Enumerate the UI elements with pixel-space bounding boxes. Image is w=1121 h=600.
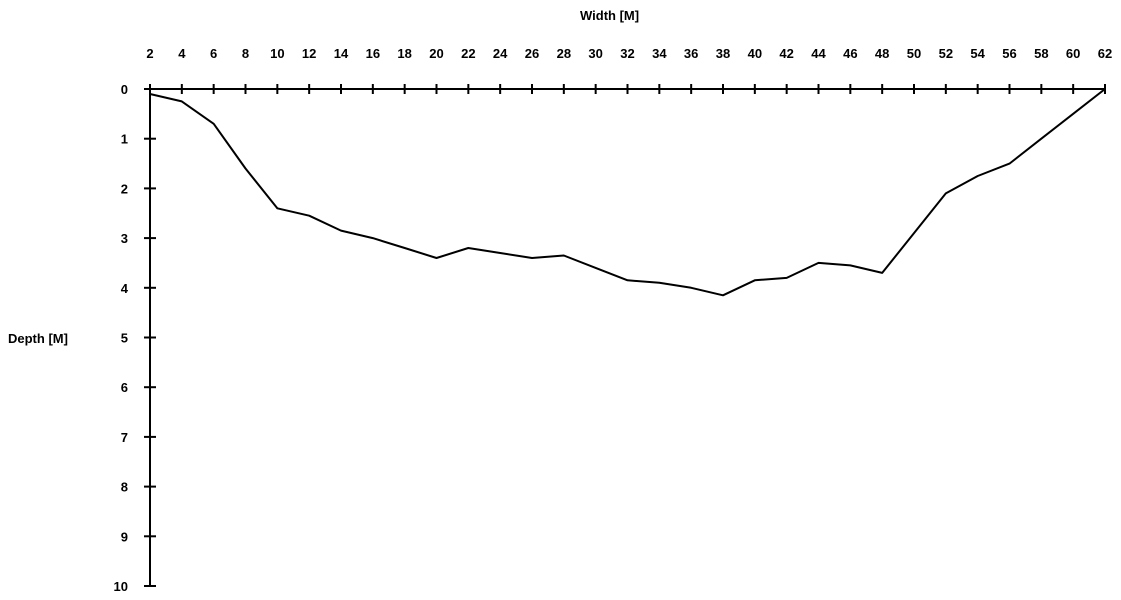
x-tick-label-36: 36 (684, 46, 698, 61)
x-tick-label-14: 14 (334, 46, 349, 61)
x-tick-label-44: 44 (811, 46, 826, 61)
x-tick-label-18: 18 (397, 46, 411, 61)
x-tick-label-48: 48 (875, 46, 889, 61)
x-axis-title: Width [M] (580, 8, 640, 23)
x-tick-label-46: 46 (843, 46, 857, 61)
x-tick-label-2: 2 (146, 46, 153, 61)
x-tick-label-60: 60 (1066, 46, 1080, 61)
x-tick-label-54: 54 (970, 46, 985, 61)
x-tick-label-26: 26 (525, 46, 539, 61)
y-tick-label-1: 1 (121, 132, 128, 147)
y-tick-label-7: 7 (121, 430, 128, 445)
x-tick-label-24: 24 (493, 46, 508, 61)
y-tick-label-8: 8 (121, 480, 128, 495)
y-tick-label-0: 0 (121, 82, 128, 97)
x-tick-label-52: 52 (939, 46, 953, 61)
x-tick-label-28: 28 (557, 46, 571, 61)
y-tick-label-10: 10 (114, 579, 128, 594)
x-tick-label-4: 4 (178, 46, 186, 61)
x-tick-label-42: 42 (779, 46, 793, 61)
x-tick-label-56: 56 (1002, 46, 1016, 61)
x-tick-label-30: 30 (588, 46, 602, 61)
y-tick-label-4: 4 (121, 281, 129, 296)
x-tick-label-10: 10 (270, 46, 284, 61)
depth-profile-line (149, 88, 1106, 297)
ticks (144, 84, 1106, 587)
y-tick-label-9: 9 (121, 529, 128, 544)
x-tick-label-6: 6 (210, 46, 217, 61)
x-tick-label-50: 50 (907, 46, 921, 61)
axes (149, 88, 1105, 586)
x-tick-label-32: 32 (620, 46, 634, 61)
x-tick-label-16: 16 (366, 46, 380, 61)
series (149, 88, 1106, 297)
x-tick-label-38: 38 (716, 46, 730, 61)
x-tick-label-62: 62 (1098, 46, 1112, 61)
x-tick-label-20: 20 (429, 46, 443, 61)
tick-labels: 2 4 6 8 10 12 14 16 18 20 22 24 26 28 30 32 34 36 38 40 42 44… (114, 46, 1113, 594)
y-tick-label-5: 5 (121, 331, 128, 346)
x-tick-label-8: 8 (242, 46, 249, 61)
x-tick-label-22: 22 (461, 46, 475, 61)
x-tick-label-34: 34 (652, 46, 667, 61)
x-tick-label-58: 58 (1034, 46, 1048, 61)
y-axis-title: Depth [M] (8, 331, 68, 346)
y-tick-label-2: 2 (121, 181, 128, 196)
y-tick-label-6: 6 (121, 380, 128, 395)
x-tick-label-12: 12 (302, 46, 316, 61)
y-tick-label-3: 3 (121, 231, 128, 246)
x-tick-label-40: 40 (748, 46, 762, 61)
